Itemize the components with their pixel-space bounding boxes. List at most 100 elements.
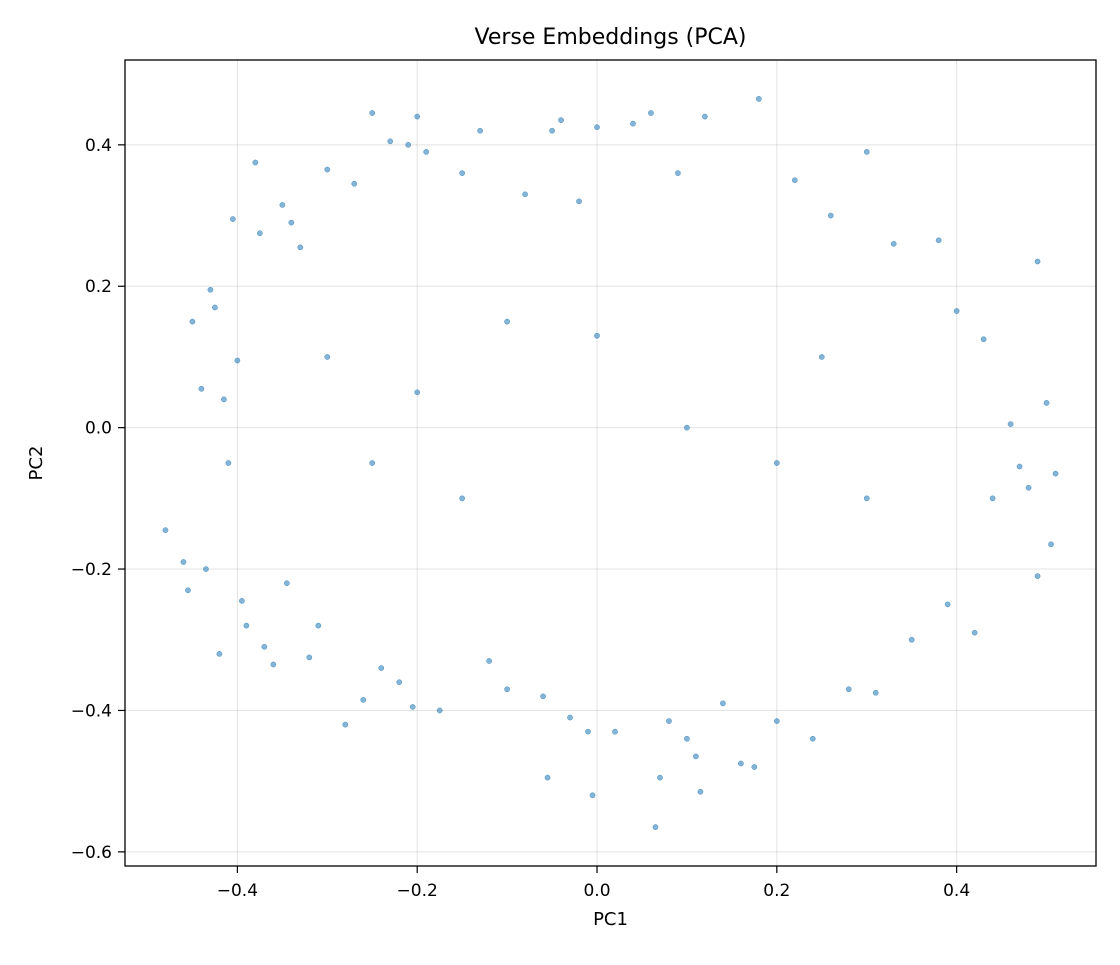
data-point <box>283 580 290 587</box>
data-point <box>612 728 618 735</box>
data-point <box>594 332 600 339</box>
data-point <box>863 495 870 502</box>
data-point <box>738 760 744 767</box>
data-point <box>773 460 780 466</box>
data-point <box>702 113 708 120</box>
data-points <box>162 96 1059 830</box>
grid-lines <box>125 60 1096 866</box>
data-point <box>189 318 196 325</box>
data-point <box>436 707 443 714</box>
data-point <box>504 686 510 693</box>
data-point <box>1025 484 1032 491</box>
y-tick-label: −0.2 <box>71 560 112 580</box>
data-point <box>1034 258 1041 265</box>
data-point <box>423 149 430 155</box>
data-point <box>589 792 596 799</box>
data-point <box>1052 470 1059 477</box>
data-point <box>261 643 268 650</box>
data-point <box>1016 463 1023 470</box>
data-point <box>818 354 825 360</box>
data-point <box>212 304 218 311</box>
data-point <box>477 127 483 134</box>
data-point <box>409 704 416 710</box>
data-point <box>234 357 241 364</box>
data-point <box>863 149 870 155</box>
data-point <box>684 735 690 742</box>
data-point <box>324 354 331 360</box>
data-point <box>971 629 978 636</box>
data-point <box>315 622 322 629</box>
data-point <box>980 336 987 343</box>
data-point <box>540 693 546 700</box>
data-point <box>198 385 205 392</box>
data-point <box>549 127 555 134</box>
data-point <box>684 424 690 431</box>
data-point <box>221 396 227 403</box>
data-point <box>396 679 403 686</box>
data-point <box>387 138 394 145</box>
data-point <box>576 198 582 205</box>
y-tick-label: 0.2 <box>85 277 112 297</box>
data-point <box>216 651 223 657</box>
y-axis-label: PC2 <box>26 446 47 481</box>
data-point <box>162 527 169 534</box>
data-point <box>1034 573 1041 579</box>
data-point <box>720 700 726 707</box>
data-point <box>693 753 699 760</box>
y-tick-label: −0.4 <box>71 701 112 721</box>
x-axis-label: PC1 <box>593 909 628 930</box>
data-point <box>756 96 762 102</box>
data-point <box>827 212 834 219</box>
axis-ticks: −0.4 −0.2 0.0 0.2 0.4 −0.6 −0.4 −0.2 0.0 0.2 0.4 <box>71 136 970 901</box>
data-point <box>648 110 654 116</box>
data-point <box>751 764 758 770</box>
data-point <box>239 598 245 604</box>
plot-frame <box>124 59 1097 867</box>
x-tick-label: 0.0 <box>583 881 610 901</box>
data-point <box>270 661 277 668</box>
data-point <box>486 658 492 664</box>
chart-title: Verse Embeddings (PCA) <box>475 25 747 50</box>
y-tick-label: −0.6 <box>71 843 112 863</box>
data-point <box>243 622 250 629</box>
data-point <box>1048 541 1054 548</box>
data-point <box>657 774 663 781</box>
x-tick-label: 0.4 <box>943 881 970 901</box>
data-point <box>288 219 295 226</box>
data-point <box>585 728 591 735</box>
data-point <box>297 244 304 251</box>
data-point <box>935 237 942 244</box>
data-point <box>697 788 704 795</box>
data-point <box>652 824 659 830</box>
data-point <box>1007 421 1014 427</box>
data-point <box>360 697 367 703</box>
data-point <box>405 141 412 148</box>
data-point <box>306 654 313 661</box>
data-point <box>342 721 349 728</box>
data-point <box>567 714 573 721</box>
data-point <box>225 460 232 466</box>
data-point <box>594 124 600 131</box>
data-point <box>185 587 191 594</box>
data-point <box>369 460 376 466</box>
data-point <box>351 180 358 187</box>
data-point <box>324 166 331 173</box>
x-tick-label: −0.4 <box>217 881 258 901</box>
data-point <box>230 216 236 222</box>
x-tick-label: −0.2 <box>397 881 438 901</box>
x-tick-label: 0.2 <box>763 881 790 901</box>
y-tick-label: 0.4 <box>85 136 112 156</box>
data-point <box>872 689 879 696</box>
data-point <box>414 389 421 396</box>
data-point <box>630 120 636 127</box>
data-point <box>522 191 528 198</box>
y-tick-label: 0.0 <box>85 419 112 439</box>
data-point <box>203 566 209 572</box>
data-point <box>666 718 672 724</box>
data-point <box>207 286 214 293</box>
data-point <box>279 202 286 208</box>
data-point <box>558 117 564 123</box>
